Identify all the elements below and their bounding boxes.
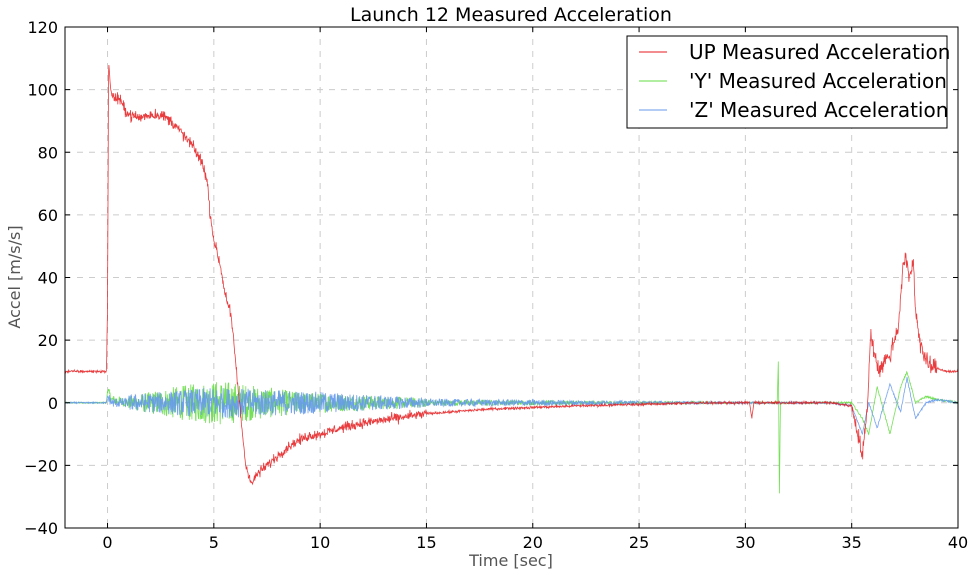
y-tick-label: 20 <box>38 331 58 350</box>
legend-label-up: UP Measured Acceleration <box>689 40 950 64</box>
legend-label-y: 'Y' Measured Acceleration <box>689 69 947 93</box>
y-tick-label: 0 <box>48 394 58 413</box>
y-tick-label: 80 <box>38 143 58 162</box>
series-y-accel <box>64 361 959 494</box>
x-tick-label: 25 <box>629 533 649 552</box>
y-tick-label: 60 <box>38 206 58 225</box>
y-tick-label: 40 <box>38 269 58 288</box>
legend: UP Measured Acceleration 'Y' Measured Ac… <box>626 35 950 129</box>
x-tick-label: 10 <box>310 533 330 552</box>
y-axis-title: Accel [m/s/s] <box>5 225 24 328</box>
x-tick-label: 40 <box>948 533 968 552</box>
legend-box <box>626 35 948 129</box>
x-tick-label: 5 <box>209 533 219 552</box>
x-tick-label: 0 <box>102 533 112 552</box>
y-tick-label: 100 <box>27 81 58 100</box>
series-up-accel <box>64 64 959 486</box>
tick-labels: 0 5 10 15 20 25 30 35 40 −40 −20 0 20 40 60 80 100 120 <box>24 18 968 552</box>
x-tick-label: 15 <box>416 533 436 552</box>
y-tick-label: −20 <box>24 456 58 475</box>
axis-ticks <box>65 26 959 529</box>
legend-label-z: 'Z' Measured Acceleration <box>689 98 948 122</box>
series-z-accel <box>65 377 959 435</box>
x-tick-label: 20 <box>523 533 543 552</box>
x-tick-label: 35 <box>842 533 862 552</box>
y-tick-label: 120 <box>27 18 58 37</box>
x-axis-title: Time [sec] <box>468 551 553 570</box>
x-tick-label: 30 <box>735 533 755 552</box>
y-tick-label: −40 <box>24 519 58 538</box>
series-layer <box>64 64 959 494</box>
chart-title: Launch 12 Measured Acceleration <box>350 4 672 26</box>
